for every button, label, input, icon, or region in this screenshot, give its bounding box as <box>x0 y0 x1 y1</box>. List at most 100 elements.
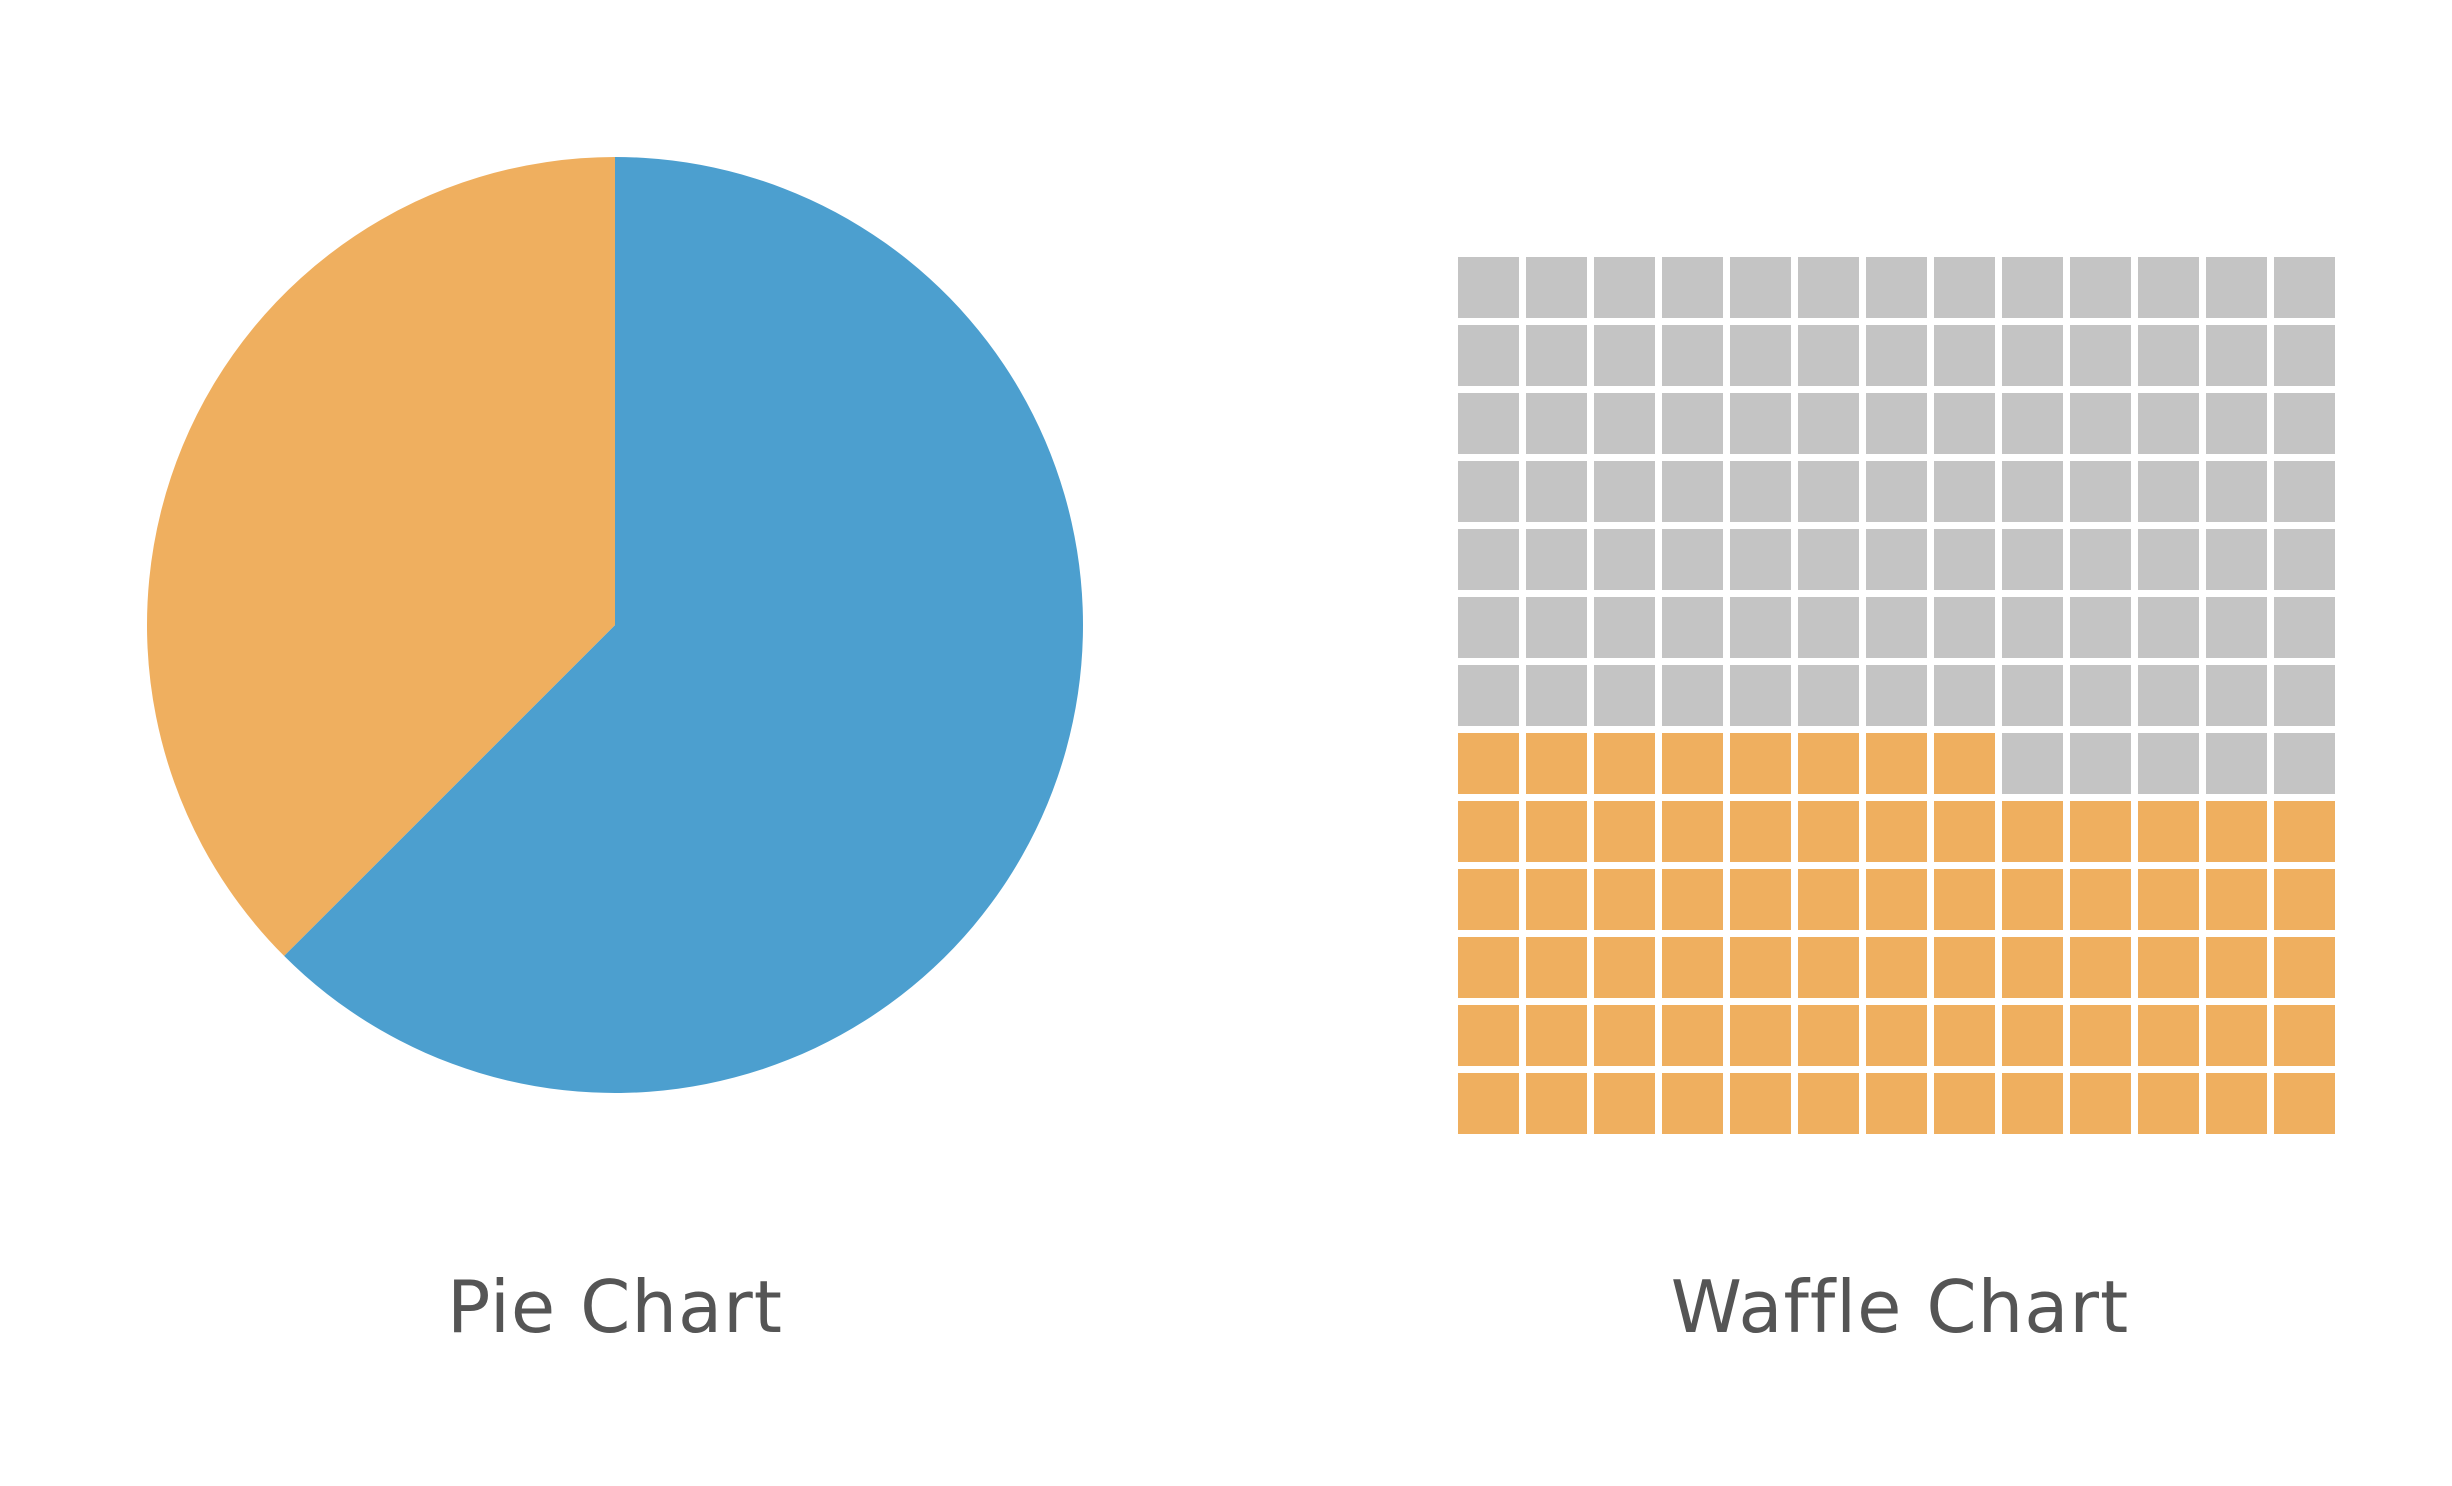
waffle-cell <box>1526 1073 1587 1134</box>
waffle-cell <box>2070 597 2131 658</box>
waffle-cell <box>2070 393 2131 454</box>
waffle-cell <box>2138 733 2199 794</box>
waffle-cell <box>1934 869 1995 930</box>
waffle-cell <box>2274 325 2335 386</box>
waffle-cell <box>1730 529 1791 590</box>
waffle-cell <box>2138 665 2199 726</box>
waffle-cell <box>2138 1005 2199 1066</box>
waffle-cell <box>1458 257 1519 318</box>
waffle-cell <box>2206 597 2267 658</box>
waffle-cell <box>1934 325 1995 386</box>
waffle-cell <box>1866 1073 1927 1134</box>
waffle-cell <box>2002 461 2063 522</box>
waffle-cell <box>2002 937 2063 998</box>
waffle-cell <box>1526 461 1587 522</box>
waffle-cell <box>1526 1005 1587 1066</box>
waffle-cell <box>1662 393 1723 454</box>
waffle-cell <box>2070 325 2131 386</box>
waffle-cell <box>1458 1005 1519 1066</box>
waffle-cell <box>2274 1005 2335 1066</box>
waffle-cell <box>1594 733 1655 794</box>
waffle-cell <box>1458 801 1519 862</box>
waffle-cell <box>1730 665 1791 726</box>
waffle-cell <box>1594 393 1655 454</box>
waffle-cell <box>2070 461 2131 522</box>
waffle-cell <box>1730 1005 1791 1066</box>
waffle-cell <box>1662 1005 1723 1066</box>
waffle-cell <box>2002 325 2063 386</box>
waffle-cell <box>1866 665 1927 726</box>
waffle-cell <box>1934 393 1995 454</box>
waffle-cell <box>1798 937 1859 998</box>
waffle-cell <box>1526 733 1587 794</box>
waffle-cell <box>1730 597 1791 658</box>
waffle-cell <box>2138 529 2199 590</box>
waffle-cell <box>2206 1005 2267 1066</box>
waffle-cell <box>1730 393 1791 454</box>
waffle-cell <box>2206 801 2267 862</box>
waffle-cell <box>1866 1005 1927 1066</box>
waffle-cell <box>1866 733 1927 794</box>
waffle-cell <box>1458 1073 1519 1134</box>
waffle-cell <box>1798 801 1859 862</box>
waffle-cell <box>2002 257 2063 318</box>
waffle-cell <box>1526 869 1587 930</box>
waffle-cell <box>2138 257 2199 318</box>
waffle-cell <box>1526 257 1587 318</box>
waffle-cell <box>2274 801 2335 862</box>
waffle-cell <box>2002 1005 2063 1066</box>
waffle-cell <box>2138 937 2199 998</box>
waffle-cell <box>1526 801 1587 862</box>
waffle-cell <box>1662 257 1723 318</box>
waffle-cell <box>2138 869 2199 930</box>
waffle-cell <box>1730 869 1791 930</box>
pie-chart-caption: Pie Chart <box>447 1265 783 1349</box>
waffle-cell <box>1662 597 1723 658</box>
waffle-cell <box>2274 869 2335 930</box>
waffle-cell <box>2002 801 2063 862</box>
waffle-cell <box>1798 597 1859 658</box>
waffle-cell <box>2206 529 2267 590</box>
waffle-cell <box>2002 733 2063 794</box>
waffle-cell <box>2002 869 2063 930</box>
waffle-cell <box>1662 325 1723 386</box>
waffle-cell <box>1458 529 1519 590</box>
waffle-cell <box>2070 257 2131 318</box>
waffle-cell <box>2274 1073 2335 1134</box>
waffle-cell <box>1526 937 1587 998</box>
waffle-cell <box>1798 529 1859 590</box>
waffle-cell <box>1594 529 1655 590</box>
waffle-cell <box>1526 665 1587 726</box>
waffle-cell <box>2070 937 2131 998</box>
waffle-cell <box>1458 325 1519 386</box>
waffle-cell <box>1934 597 1995 658</box>
waffle-cell <box>1662 461 1723 522</box>
waffle-cell <box>1526 325 1587 386</box>
waffle-cell <box>2206 733 2267 794</box>
waffle-cell <box>2274 665 2335 726</box>
waffle-cell <box>1458 597 1519 658</box>
waffle-cell <box>1594 801 1655 862</box>
waffle-cell <box>1458 733 1519 794</box>
waffle-cell <box>1934 529 1995 590</box>
pie-slice-2 <box>146 157 615 956</box>
pie-chart <box>146 157 1083 1093</box>
waffle-cell <box>1730 461 1791 522</box>
waffle-cell <box>1730 937 1791 998</box>
waffle-cell <box>1798 665 1859 726</box>
waffle-cell <box>2138 597 2199 658</box>
waffle-cell <box>2206 665 2267 726</box>
waffle-cell <box>1662 1073 1723 1134</box>
waffle-cell <box>2274 461 2335 522</box>
waffle-cell <box>1798 461 1859 522</box>
waffle-cell <box>1866 461 1927 522</box>
waffle-cell <box>2206 393 2267 454</box>
waffle-cell <box>1934 801 1995 862</box>
waffle-cell <box>1526 597 1587 658</box>
waffle-cell <box>1866 937 1927 998</box>
waffle-cell <box>2002 1073 2063 1134</box>
waffle-cell <box>1934 1073 1995 1134</box>
waffle-cell <box>1526 393 1587 454</box>
waffle-cell <box>1458 393 1519 454</box>
waffle-cell <box>2206 461 2267 522</box>
